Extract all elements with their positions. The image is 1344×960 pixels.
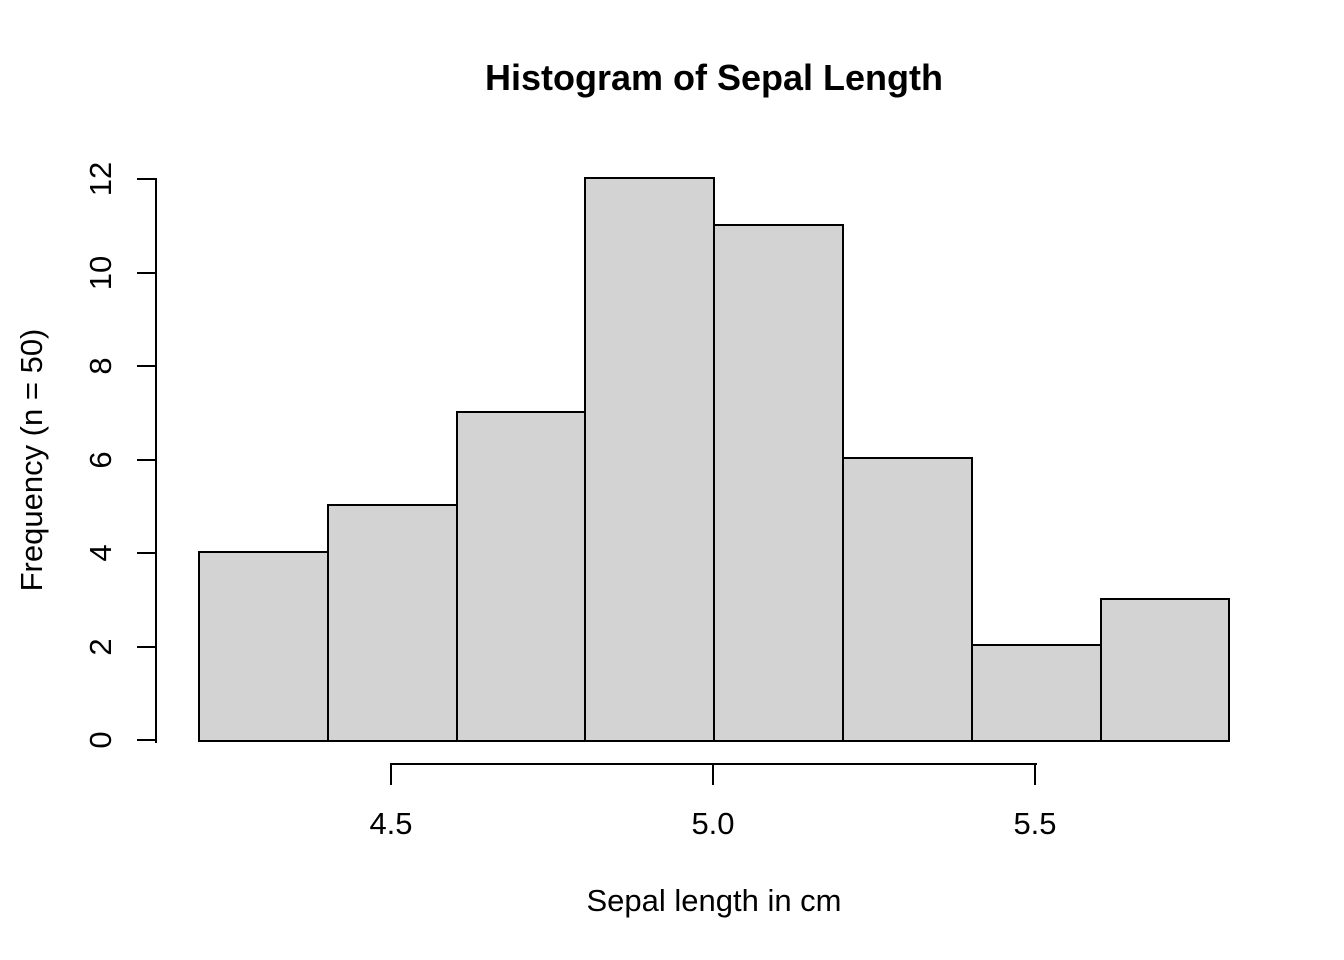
x-tick-label: 5.0: [691, 806, 735, 841]
y-tick-label: 6: [83, 451, 118, 469]
y-tick-mark: [137, 739, 155, 741]
y-tick-mark: [137, 365, 155, 367]
x-tick-mark: [1034, 763, 1036, 785]
histogram-bar: [456, 411, 586, 742]
histogram-bar: [1100, 598, 1230, 742]
histogram-bar: [713, 224, 844, 742]
y-tick-mark: [137, 272, 155, 274]
y-axis-line: [155, 178, 157, 743]
y-tick-label: 2: [83, 638, 118, 656]
y-tick-mark: [137, 552, 155, 554]
y-tick-mark: [137, 178, 155, 180]
histogram-bar: [584, 177, 715, 742]
y-tick-mark: [137, 459, 155, 461]
histogram-bar: [842, 457, 973, 742]
x-tick-mark: [390, 763, 392, 785]
x-tick-label: 5.5: [1013, 806, 1057, 841]
y-tick-label: 8: [83, 357, 118, 375]
y-tick-label: 0: [83, 731, 118, 749]
y-tick-label: 4: [83, 544, 118, 562]
histogram-bar: [971, 644, 1102, 742]
x-tick-mark: [712, 763, 714, 785]
histogram-bar: [327, 504, 458, 742]
y-tick-mark: [137, 646, 155, 648]
x-axis-label: Sepal length in cm: [586, 883, 842, 918]
chart-title: Histogram of Sepal Length: [484, 57, 944, 98]
x-axis-line: [391, 763, 1037, 765]
y-axis-label: Frequency (n = 50): [14, 328, 49, 592]
x-tick-label: 4.5: [369, 806, 413, 841]
y-tick-label: 12: [83, 161, 118, 197]
histogram-bar: [198, 551, 329, 742]
y-tick-label: 10: [83, 255, 118, 291]
